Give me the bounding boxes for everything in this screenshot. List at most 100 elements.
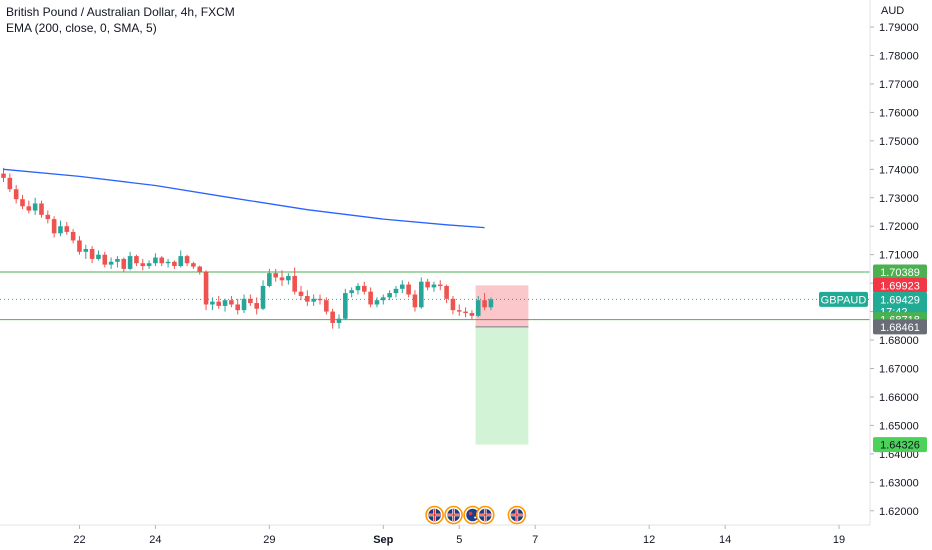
candle	[197, 265, 203, 275]
candle-body	[381, 297, 386, 301]
candle	[216, 295, 222, 309]
stop-price-tag-bg	[873, 277, 927, 293]
candle-body	[368, 291, 373, 305]
candle	[286, 273, 291, 285]
candle-body	[203, 271, 209, 305]
candle-body	[96, 254, 101, 259]
candle-body	[260, 285, 266, 309]
symbol-badge[interactable]: GBPAUD	[819, 291, 868, 307]
time-tick-label: 22	[73, 534, 85, 546]
candle	[51, 216, 57, 238]
candle-body	[20, 199, 25, 207]
candle-body	[140, 263, 146, 267]
candle-body	[216, 301, 222, 306]
candle	[368, 287, 373, 308]
candle-body	[64, 226, 70, 232]
candle	[83, 244, 89, 259]
candle	[191, 261, 196, 269]
take-profit-zone[interactable]	[475, 326, 529, 445]
candle-body	[83, 248, 89, 252]
candle	[425, 278, 430, 291]
price-tags: 1.703891.699231.6942917:421.687181.68461…	[819, 264, 927, 453]
candle-body	[431, 284, 437, 288]
candle	[89, 246, 95, 264]
gb-flag-icon[interactable]	[444, 505, 463, 525]
candle-body	[425, 281, 430, 288]
price-tick-label: 1.74000	[879, 164, 919, 176]
candle	[165, 258, 171, 268]
time-tick-label: 19	[833, 534, 845, 546]
candle	[172, 260, 177, 269]
au-flag-icon[interactable]	[463, 505, 482, 525]
candle	[121, 257, 127, 272]
time-tick-label: Sep	[373, 534, 393, 546]
candle-body	[412, 294, 418, 308]
candle-body	[89, 248, 95, 259]
candle	[108, 257, 114, 269]
candle	[292, 267, 297, 295]
candle	[115, 256, 120, 268]
gb-flag-icon[interactable]	[425, 505, 444, 525]
gb-flag-icon[interactable]	[475, 505, 495, 525]
candle	[273, 268, 278, 282]
candle-body	[159, 257, 165, 264]
price-tick-label: 1.68000	[879, 335, 919, 347]
candle-body	[406, 284, 411, 295]
candle-body	[146, 263, 152, 267]
candle-body	[153, 257, 158, 264]
candle	[260, 280, 266, 311]
candle	[298, 285, 304, 301]
candle-body	[248, 298, 253, 304]
resistance-price-tag-bg	[873, 264, 927, 280]
time-tick-label: 5	[456, 534, 462, 546]
candle	[456, 304, 462, 316]
time-tick-label: 12	[643, 534, 655, 546]
candle	[134, 254, 139, 267]
candle-body	[349, 290, 354, 294]
time-axis[interactable]: 22 24 29 Sep 5 7 12 14 19	[73, 525, 845, 546]
symbol-title[interactable]: British Pound / Australian Dollar, 4h, F…	[6, 5, 235, 19]
ema-indicator-legend[interactable]: EMA (200, close, 0, SMA, 5)	[6, 21, 157, 35]
candle	[39, 200, 44, 218]
price-tick-label: 1.76000	[879, 107, 919, 119]
candle-body	[184, 256, 190, 264]
resistance-price-tag-text: 1.70389	[880, 267, 920, 279]
candle-body	[482, 300, 487, 308]
gb-flag-icon[interactable]	[507, 505, 527, 525]
symbol-badge-bg	[819, 291, 868, 307]
candle	[482, 293, 487, 311]
candle-body	[444, 285, 449, 299]
candle-body	[399, 284, 405, 289]
candle-body	[222, 300, 228, 306]
candle-body	[26, 206, 32, 211]
candle	[431, 281, 437, 292]
currency-label: AUD	[881, 5, 905, 17]
candle-body	[77, 240, 82, 252]
candle-body	[115, 258, 120, 262]
price-axis[interactable]: 1.79000 1.78000 1.77000 1.76000 1.75000 1.740…	[0, 0, 919, 526]
candle	[26, 200, 32, 214]
economic-events[interactable]	[425, 505, 527, 525]
candle-body	[58, 226, 63, 234]
horizontal-levels[interactable]	[0, 271, 870, 321]
flag-mark	[468, 511, 473, 516]
symbol-badge-text: GBPAUD	[821, 294, 867, 306]
price-tick-label: 1.67000	[879, 363, 919, 375]
candle-body	[134, 256, 139, 264]
candle-body	[235, 304, 241, 311]
candle-body	[70, 231, 76, 241]
price-tick-label: 1.71000	[879, 250, 919, 262]
candle	[267, 268, 272, 288]
candle-body	[267, 273, 272, 286]
candle	[279, 270, 285, 286]
candle	[450, 295, 456, 315]
time-tick-label: 7	[532, 534, 538, 546]
candle	[235, 298, 241, 315]
current-price-text: 1.69429	[880, 294, 920, 306]
stop-price-tag-text: 1.69923	[880, 280, 920, 292]
short-position-tool[interactable]	[475, 285, 529, 445]
candle-body	[45, 214, 51, 220]
candle	[13, 184, 19, 204]
candle	[362, 281, 367, 295]
